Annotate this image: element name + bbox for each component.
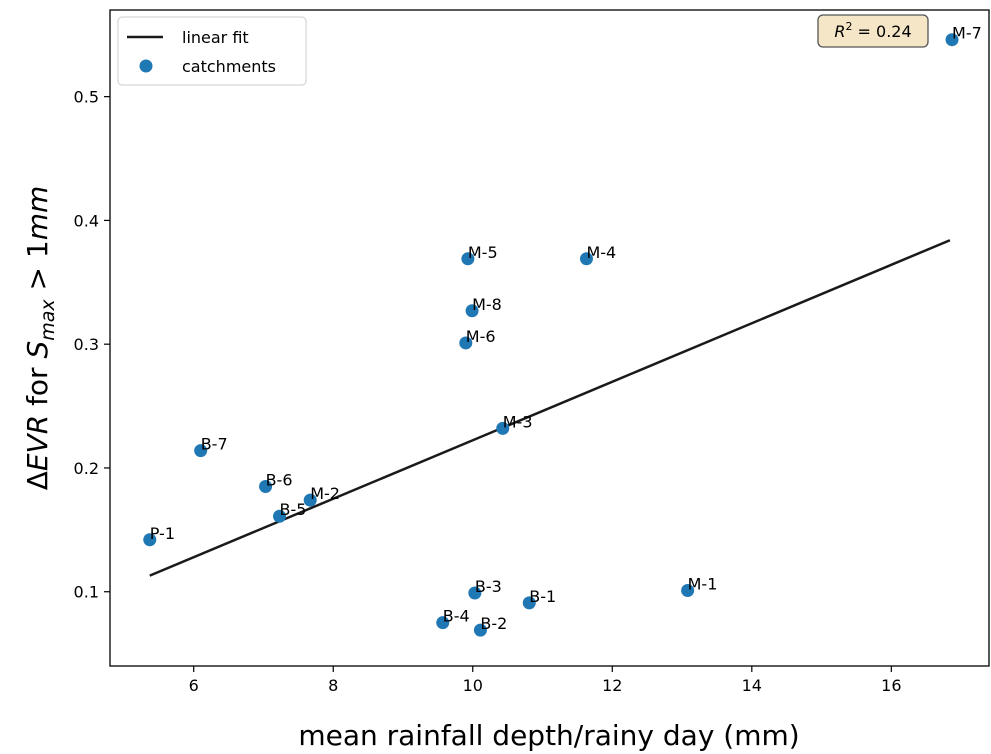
catchment-label: M-8: [472, 295, 502, 314]
catchment-point: [436, 616, 450, 630]
catchment-point: [194, 444, 208, 458]
catchment-label: B-6: [266, 471, 293, 490]
y-axis-title: ΔEVR for Smax > 1mm: [21, 186, 59, 491]
r2-annotation-box: [817, 14, 929, 48]
catchment-label: B-7: [201, 435, 228, 454]
legend-marker-swatch: [139, 59, 153, 73]
catchment-points: [143, 33, 959, 637]
x-tick-label: 14: [742, 676, 762, 695]
catchment-point: [681, 583, 695, 597]
y-tick-label: 0.2: [74, 459, 99, 478]
x-axis-title: mean rainfall depth/rainy day (mm): [298, 719, 799, 752]
catchment-point: [143, 533, 157, 547]
catchment-point: [465, 304, 479, 318]
r2-annotation: R2 = 0.24: [817, 14, 929, 48]
catchment-point: [259, 480, 273, 494]
catchment-label: M-6: [466, 327, 496, 346]
x-tick-label: 12: [602, 676, 622, 695]
y-tick-label: 0.5: [74, 88, 99, 107]
catchment-label: M-3: [503, 412, 533, 431]
y-tick-label: 0.3: [74, 335, 99, 354]
x-tick-label: 10: [463, 676, 483, 695]
r2-annotation-text: R2 = 0.24: [834, 20, 911, 41]
catchment-label: M-1: [688, 574, 718, 593]
catchment-label: P-1: [150, 524, 175, 543]
legend-box: [117, 16, 307, 86]
catchment-point: [496, 421, 510, 435]
catchment-point: [522, 596, 536, 610]
catchment-label: M-2: [310, 484, 340, 503]
catchment-labels: P-1 B-7 B-6 B-5M-2 B-4 M-6 M-5 M-8 B-3 B-2 M-3 B-1 M…: [150, 24, 982, 633]
catchment-point: [579, 252, 593, 266]
catchment-point: [303, 493, 317, 507]
catchment-label: B-5: [280, 500, 307, 519]
catchment-label: B-4: [443, 607, 470, 626]
legend-label-fit: linear fit: [182, 28, 249, 47]
y-axis-ticks: 0.1 0.2 0.3 0.4 0.5: [74, 88, 110, 602]
catchment-point: [468, 586, 482, 600]
catchment-label: B-1: [529, 587, 556, 606]
catchment-label: B-2: [480, 614, 507, 633]
catchment-point: [945, 33, 959, 47]
catchment-point: [473, 623, 487, 637]
catchment-label: B-3: [475, 577, 502, 596]
plot-area: [109, 9, 990, 667]
catchment-label: M-4: [586, 243, 616, 262]
catchment-label: M-5: [468, 243, 498, 262]
catchment-point: [273, 509, 287, 523]
legend: linear fit catchments: [117, 16, 307, 86]
catchment-label: M-7: [952, 24, 982, 43]
x-tick-label: 16: [881, 676, 901, 695]
x-tick-label: 8: [328, 676, 338, 695]
x-axis-ticks: 6 8 10 12 14 16: [189, 666, 902, 695]
y-tick-label: 0.1: [74, 583, 99, 602]
legend-label-catchments: catchments: [182, 57, 276, 76]
x-tick-label: 6: [189, 676, 199, 695]
catchment-point: [459, 336, 473, 350]
catchment-point: [461, 252, 475, 266]
y-tick-label: 0.4: [74, 211, 99, 230]
